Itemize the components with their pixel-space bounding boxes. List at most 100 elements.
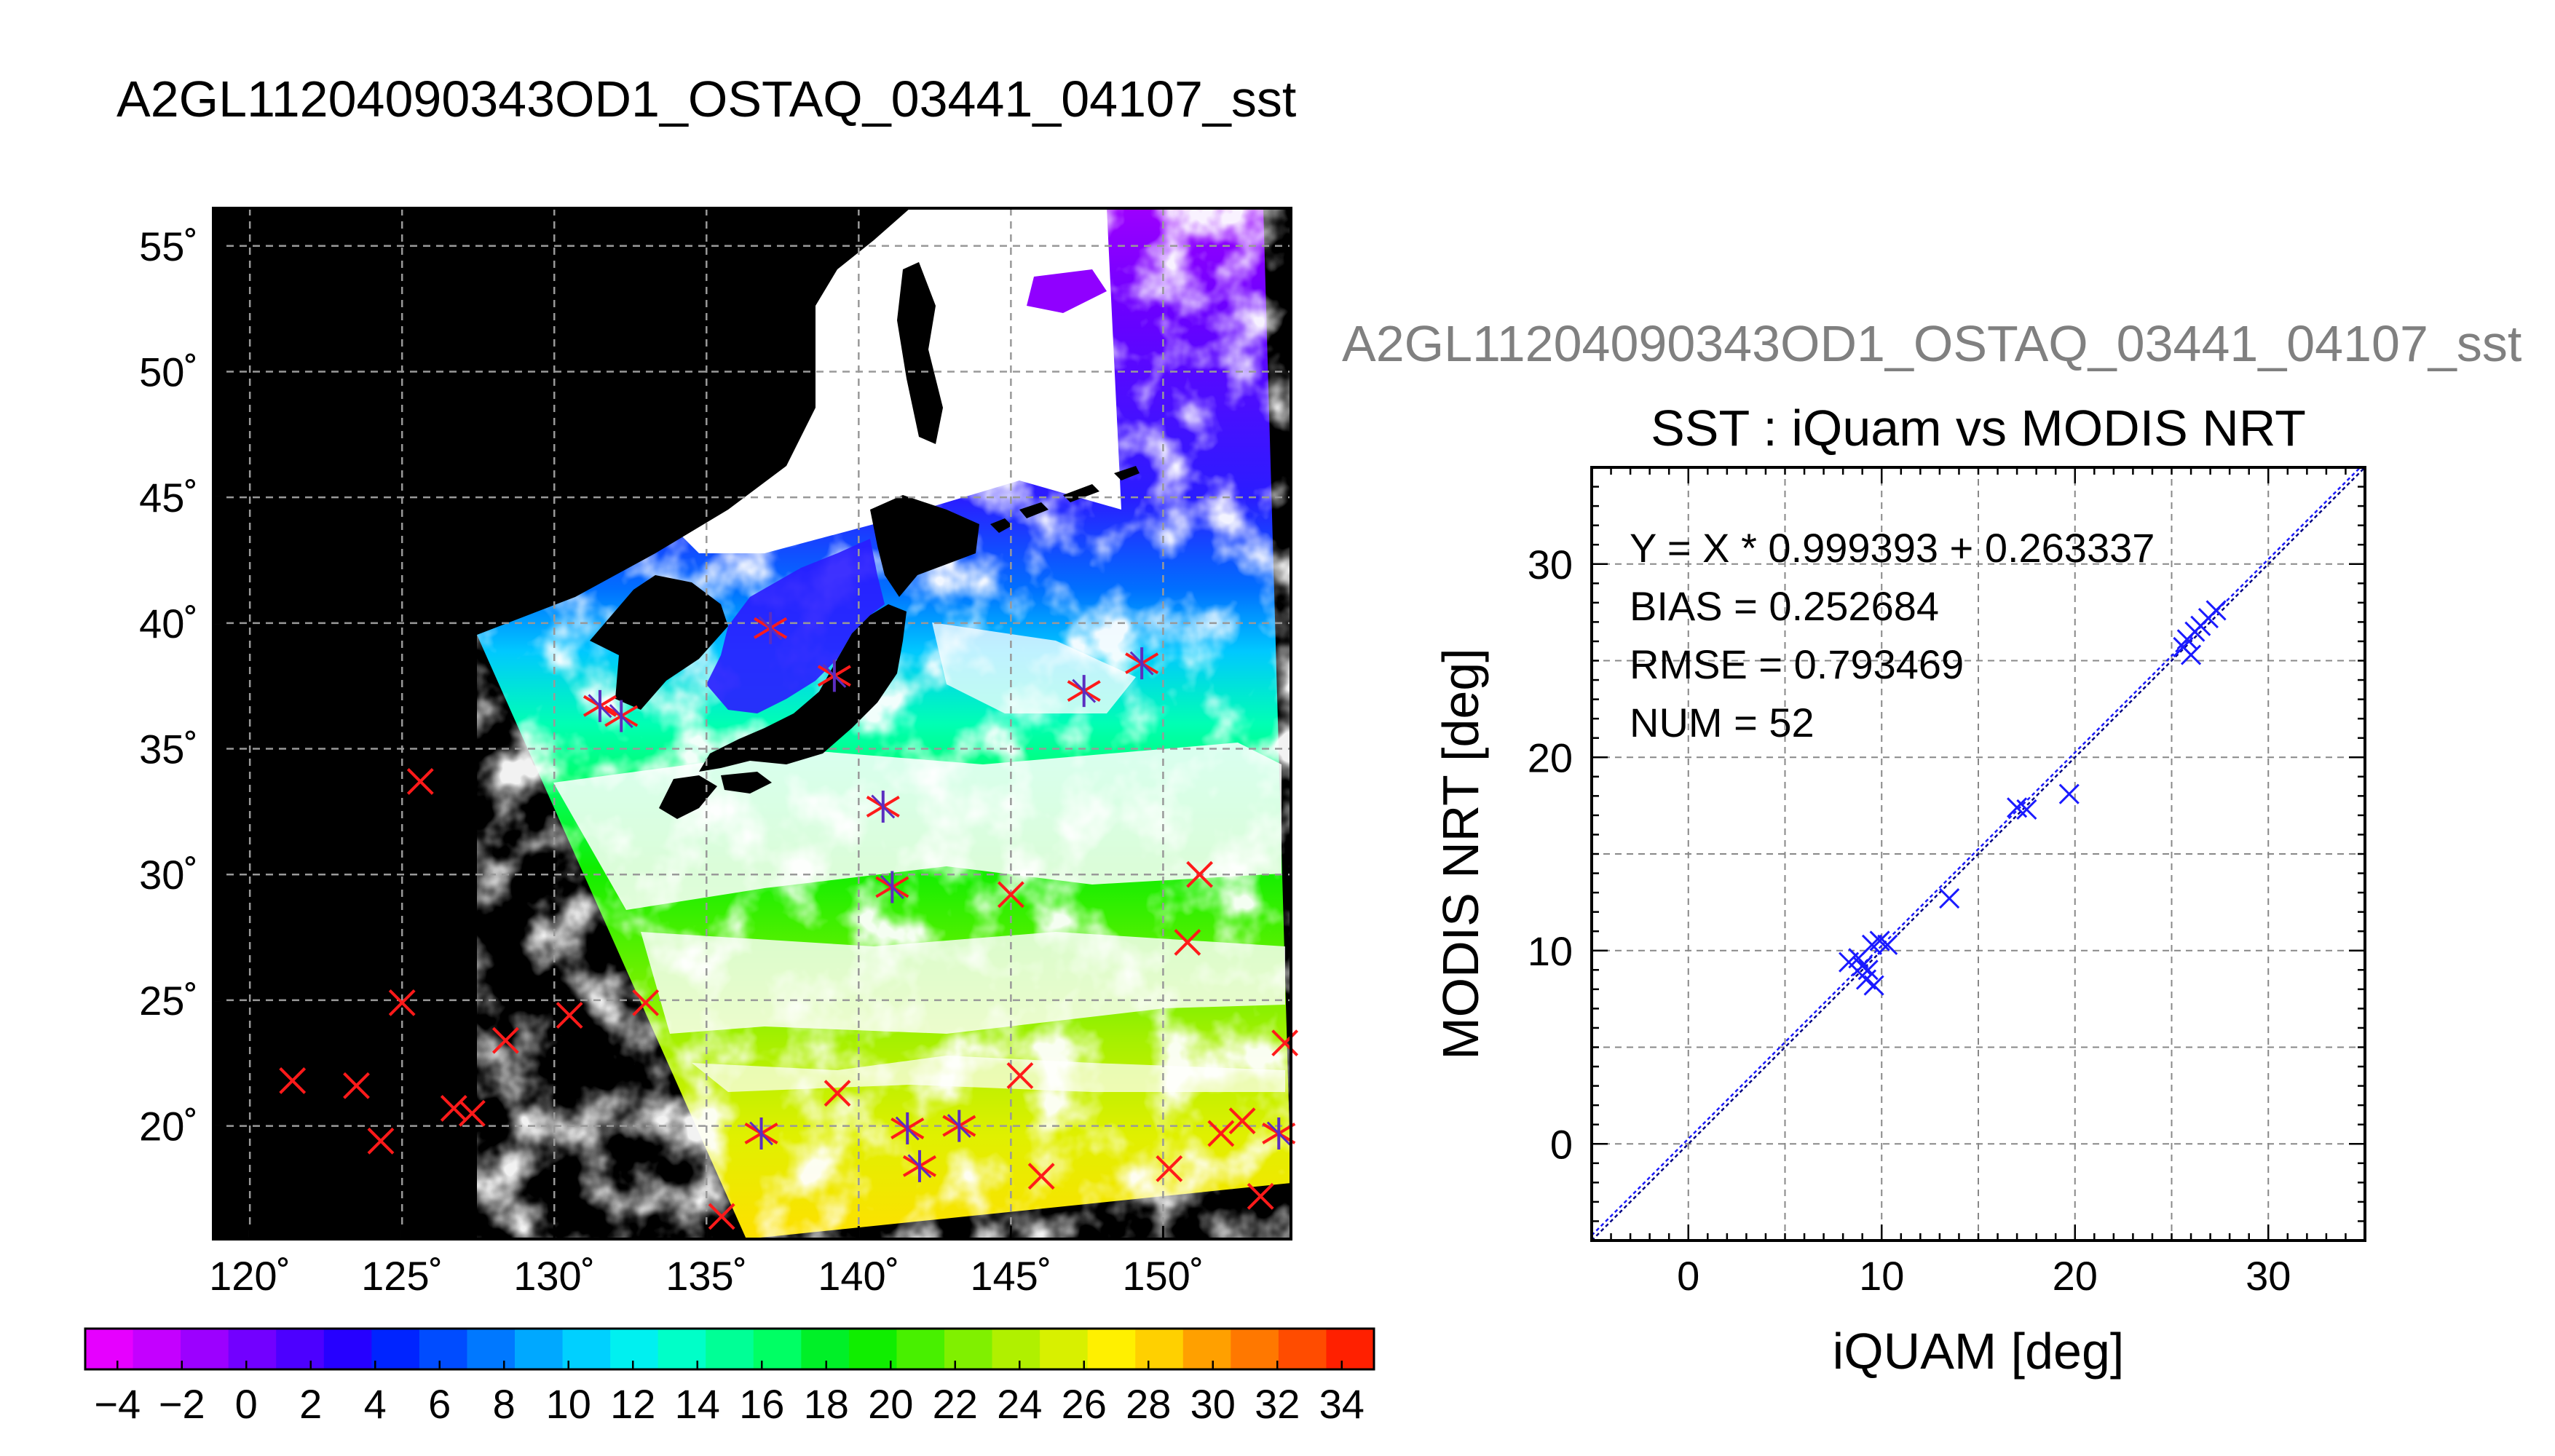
colorbar-tick-label: 2 — [299, 1381, 322, 1427]
colorbar-cell — [85, 1329, 134, 1369]
map-lon-tick-label: 135˚ — [666, 1253, 747, 1299]
colorbar-tick-label: 4 — [364, 1381, 387, 1427]
map-marker-x — [1271, 1029, 1299, 1057]
map-marker-star — [1067, 675, 1101, 708]
colorbar-cell — [1087, 1329, 1136, 1369]
scatter-point — [1861, 934, 1883, 955]
map-marker-x — [1207, 1120, 1235, 1147]
scatter-point — [2016, 799, 2037, 820]
scatter-point — [1852, 955, 1873, 977]
cloud-cover — [477, 208, 1291, 1239]
map-marker-x — [1156, 1155, 1183, 1182]
map-marker-x — [458, 1099, 486, 1127]
colorbar-cell — [992, 1329, 1040, 1369]
scatter-reference-lines — [1592, 467, 2365, 1241]
colorbar-tick-label: 24 — [997, 1381, 1042, 1427]
sst-map: 120˚ 125˚ 130˚ 135˚ 140˚ 145˚ 150˚ 55˚ 50˚ 45˚ 40˚… — [139, 207, 1299, 1299]
map-marker-x — [1186, 860, 1213, 888]
colorbar-cell — [1040, 1329, 1089, 1369]
colorbar-tick-label: 6 — [428, 1381, 451, 1427]
scatter-panel: A2GL11204090343OD1_OSTAQ_03441_04107_sst… — [1342, 315, 2522, 1380]
scatter-x-axis-label: iQUAM [deg] — [1833, 1323, 2125, 1380]
okhotsk-patch — [1027, 269, 1107, 313]
colorbar-cell — [323, 1329, 372, 1369]
scatter-stats: Y = X * 0.999393 + 0.263337 BIAS = 0.252… — [1630, 525, 2155, 745]
map-marker-star — [583, 689, 617, 722]
map-marker-star — [942, 1109, 976, 1142]
colorbar-tick-label: 22 — [933, 1381, 978, 1427]
map-grid — [213, 208, 1291, 1239]
colorbar-tick-label: 34 — [1319, 1381, 1365, 1427]
map-lat-tick-label: 35˚ — [139, 727, 198, 772]
stat-num: NUM = 52 — [1630, 700, 1814, 745]
scatter-point — [2205, 600, 2227, 621]
map-marker-x — [1247, 1182, 1274, 1210]
map-marker-star — [817, 660, 851, 692]
colorbar: −4 −2 0 2 4 6 8 10 12 14 16 18 20 22 24 26 28 30 32 34 — [84, 1327, 1375, 1427]
colorbar-frame — [84, 1327, 1375, 1371]
scatter-y-tick-label: 30 — [1528, 542, 1573, 587]
scatter-header: A2GL11204090343OD1_OSTAQ_03441_04107_sst — [1342, 315, 2522, 372]
map-marker-star — [891, 1112, 925, 1145]
map-marker-x — [632, 989, 660, 1016]
map-marker-x — [343, 1072, 370, 1099]
map-lat-tick-label: 45˚ — [139, 475, 198, 521]
scatter-x-tick-label: 30 — [2246, 1253, 2291, 1299]
colorbar-tick-labels: −4 −2 0 2 4 6 8 10 12 14 16 18 20 22 24 26 28 30 32 34 — [94, 1361, 1365, 1427]
colorbar-tick-label: 30 — [1190, 1381, 1236, 1427]
map-marker-x — [406, 768, 434, 795]
map-lat-tick-label: 20˚ — [139, 1104, 198, 1150]
colorbar-tick-label: 0 — [235, 1381, 258, 1427]
map-lon-tick-label: 145˚ — [970, 1253, 1051, 1299]
colorbar-cell — [371, 1329, 420, 1369]
colorbar-tick-label: 26 — [1062, 1381, 1107, 1427]
colorbar-cell — [944, 1329, 993, 1369]
colorbar-tick-label: 16 — [739, 1381, 784, 1427]
map-lon-tick-label: 125˚ — [361, 1253, 443, 1299]
map-tick-labels: 120˚ 125˚ 130˚ 135˚ 140˚ 145˚ 150˚ 55˚ 50˚ 45˚ 40˚… — [139, 223, 1204, 1299]
sea-of-japan — [706, 539, 885, 713]
scatter-point — [1877, 934, 1898, 955]
colorbar-cell — [610, 1329, 659, 1369]
scatter-x-tick-label: 0 — [1677, 1253, 1699, 1299]
scatter-point — [2180, 644, 2202, 665]
colorbar-cell — [133, 1329, 181, 1369]
scatter-point — [1863, 975, 1884, 996]
scatter-points — [1839, 600, 2227, 996]
colorbar-tick-label: 32 — [1255, 1381, 1300, 1427]
map-marker-star — [1125, 647, 1159, 680]
colorbar-cell — [848, 1329, 898, 1369]
map-marker-star — [902, 1150, 936, 1182]
map-frame — [212, 207, 1292, 1241]
colorbar-cell — [228, 1329, 277, 1369]
map-marker-x — [440, 1094, 467, 1122]
stat-bias: BIAS = 0.252684 — [1630, 583, 1939, 629]
scatter-y-axis-label: MODIS NRT [deg] — [1432, 648, 1489, 1059]
scatter-tick-marks — [1590, 466, 2366, 1242]
scatter-y-tick-label: 10 — [1528, 928, 1573, 974]
map-lat-tick-label: 40˚ — [139, 601, 198, 646]
map-marker-star — [744, 1117, 778, 1150]
map-lat-tick-label: 55˚ — [139, 223, 198, 269]
colorbar-cell — [657, 1329, 706, 1369]
colorbar-cell — [562, 1329, 611, 1369]
map-lon-tick-label: 130˚ — [513, 1253, 595, 1299]
map-marker-x — [708, 1203, 735, 1230]
scatter-point — [2058, 783, 2080, 804]
colorbar-cells — [85, 1329, 1375, 1369]
colorbar-tick-label: 18 — [804, 1381, 849, 1427]
map-lon-tick-label: 140˚ — [818, 1253, 899, 1299]
colorbar-cell — [801, 1329, 850, 1369]
scatter-x-tick-label: 10 — [1859, 1253, 1904, 1299]
scatter-tick-labels: 0 10 20 30 0 10 20 30 — [1528, 542, 2291, 1299]
page-title: A2GL11204090343OD1_OSTAQ_03441_04107_sst — [117, 71, 1296, 127]
scatter-point — [1939, 888, 1960, 909]
map-marker-x — [491, 1026, 519, 1054]
map-marker-x — [1006, 1062, 1034, 1089]
map-lat-tick-label: 25˚ — [139, 978, 198, 1024]
map-marker-x — [388, 989, 416, 1016]
colorbar-tick-label: 8 — [493, 1381, 516, 1427]
colorbar-cell — [706, 1329, 754, 1369]
map-lon-tick-label: 120˚ — [209, 1253, 291, 1299]
map-marker-x — [1174, 929, 1201, 956]
